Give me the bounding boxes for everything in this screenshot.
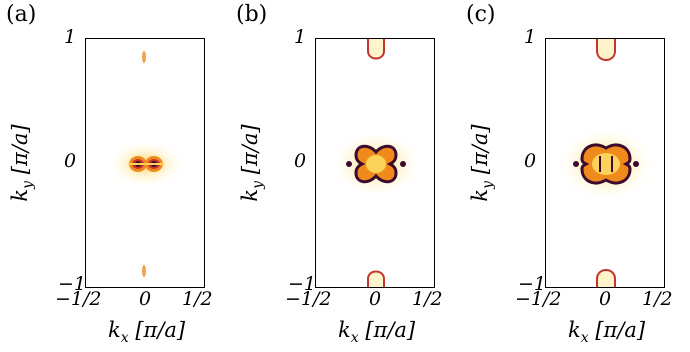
spectral-map-b <box>330 39 422 287</box>
y-tick: 0 <box>64 150 77 172</box>
spectral-map-a <box>106 51 186 277</box>
panel-b: (b) 1 0 −1 −1/2 0 1/2 kx [π/a] ky <box>230 0 460 352</box>
x-tick: 0 <box>599 288 612 310</box>
y-tick: 1 <box>524 26 537 48</box>
y-tick: 1 <box>294 26 307 48</box>
plot-frame <box>545 38 665 288</box>
plot-frame <box>85 38 205 288</box>
panel-a: (a) 1 0 −1 −1/2 0 1/2 <box>0 0 230 352</box>
panel-c: (c) 1 0 −1 −1/2 0 1/2 kx [π/ <box>460 0 690 352</box>
y-tick: −1 <box>58 273 87 295</box>
y-tick: −1 <box>288 273 317 295</box>
x-tick: 1/2 <box>642 288 673 310</box>
y-axis-label: ky [π/a] <box>467 124 497 202</box>
y-tick: 0 <box>294 150 307 172</box>
y-tick: −1 <box>518 273 547 295</box>
x-axis-label: kx [π/a] <box>568 318 646 347</box>
x-axis-label: kx [π/a] <box>338 318 416 347</box>
x-tick: 1/2 <box>412 288 443 310</box>
y-axis-label: ky [π/a] <box>237 124 267 202</box>
panel-label: (b) <box>236 2 268 27</box>
spectral-map-c <box>556 39 656 287</box>
panel-label: (a) <box>6 2 37 27</box>
x-tick: 0 <box>369 288 382 310</box>
x-tick: −1/2 <box>55 288 102 310</box>
y-tick: 0 <box>524 150 537 172</box>
panel-label: (c) <box>466 2 496 27</box>
x-tick: 1/2 <box>182 288 213 310</box>
y-tick: 1 <box>64 26 77 48</box>
plot-frame <box>315 38 435 288</box>
y-axis-label: ky [π/a] <box>7 124 37 202</box>
x-axis-label: kx [π/a] <box>108 318 186 347</box>
x-tick: −1/2 <box>515 288 562 310</box>
x-tick: 0 <box>139 288 152 310</box>
x-tick: −1/2 <box>285 288 332 310</box>
